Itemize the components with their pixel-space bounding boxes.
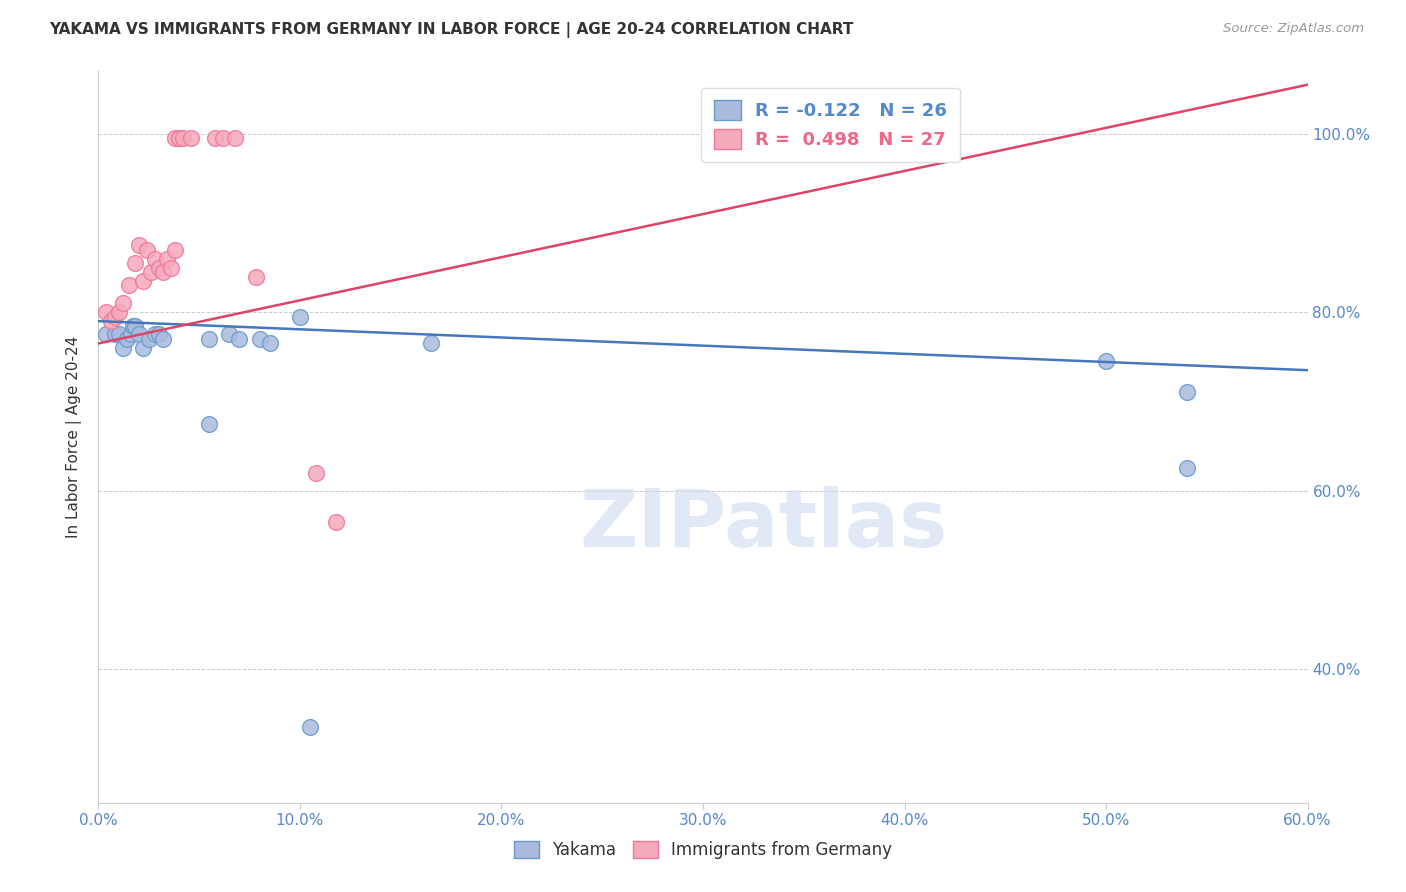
Point — [160, 260, 183, 275]
Point — [156, 252, 179, 266]
Point — [198, 417, 221, 431]
Point — [128, 238, 150, 252]
Point — [111, 296, 134, 310]
Point — [305, 466, 328, 480]
Point — [325, 515, 347, 529]
Point — [1175, 461, 1198, 475]
Point — [152, 265, 174, 279]
Point — [132, 274, 155, 288]
Point — [118, 278, 141, 293]
Point — [96, 305, 118, 319]
Point — [107, 327, 129, 342]
Point — [228, 332, 250, 346]
Text: Source: ZipAtlas.com: Source: ZipAtlas.com — [1223, 22, 1364, 36]
Point — [96, 327, 118, 342]
Point — [1095, 354, 1118, 368]
Point — [148, 260, 170, 275]
Point — [1175, 385, 1198, 400]
Point — [143, 327, 166, 342]
Point — [259, 336, 281, 351]
Point — [288, 310, 311, 324]
Point — [167, 131, 190, 145]
Text: YAKAMA VS IMMIGRANTS FROM GERMANY IN LABOR FORCE | AGE 20-24 CORRELATION CHART: YAKAMA VS IMMIGRANTS FROM GERMANY IN LAB… — [49, 22, 853, 38]
Point — [163, 131, 186, 145]
Point — [198, 332, 221, 346]
Point — [128, 327, 150, 342]
Point — [163, 243, 186, 257]
Point — [299, 720, 322, 734]
Point — [124, 256, 146, 270]
Point — [100, 314, 122, 328]
Point — [148, 327, 170, 342]
Point — [180, 131, 202, 145]
Text: ZIPatlas: ZIPatlas — [579, 486, 948, 564]
Legend: Yakama, Immigrants from Germany: Yakama, Immigrants from Germany — [506, 833, 900, 868]
Point — [143, 252, 166, 266]
Point — [249, 332, 271, 346]
Point — [115, 332, 138, 346]
Point — [135, 243, 157, 257]
Point — [204, 131, 226, 145]
Point — [172, 131, 194, 145]
Point — [124, 318, 146, 333]
Point — [107, 305, 129, 319]
Point — [103, 310, 125, 324]
Point — [121, 318, 143, 333]
Point — [420, 336, 443, 351]
Point — [111, 341, 134, 355]
Point — [103, 327, 125, 342]
Point — [152, 332, 174, 346]
Point — [120, 327, 142, 342]
Point — [139, 265, 162, 279]
Y-axis label: In Labor Force | Age 20-24: In Labor Force | Age 20-24 — [66, 336, 83, 538]
Point — [138, 332, 160, 346]
Point — [212, 131, 235, 145]
Point — [218, 327, 240, 342]
Point — [224, 131, 246, 145]
Point — [132, 341, 155, 355]
Point — [245, 269, 267, 284]
